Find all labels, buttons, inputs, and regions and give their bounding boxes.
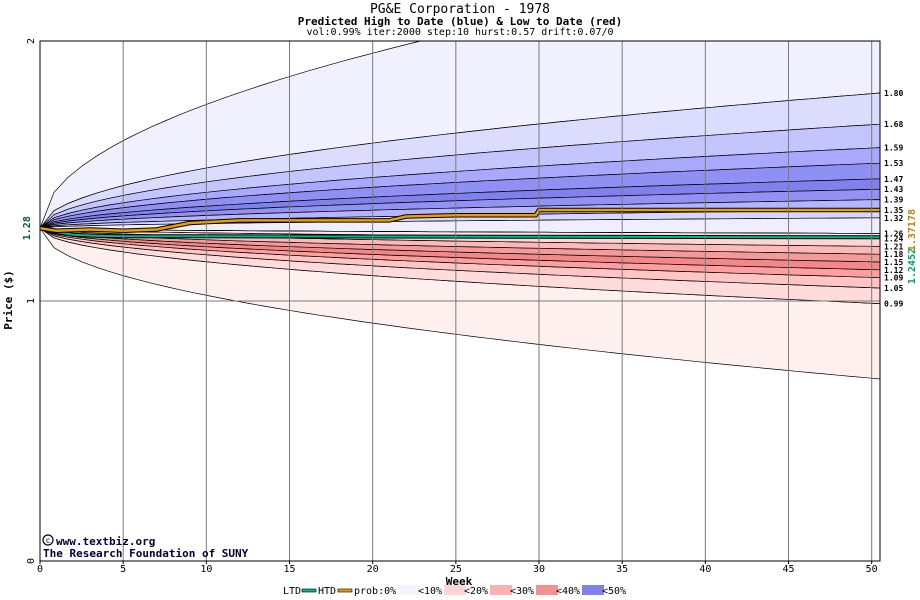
legend-swatch-2 — [490, 585, 512, 595]
x-tick-label: 40 — [699, 564, 711, 575]
right-band-label: 1.09 — [884, 274, 903, 283]
x-tick-label: 15 — [283, 564, 295, 575]
x-tick-label: 5 — [120, 564, 126, 575]
right-band-label: 1.21 — [884, 242, 903, 251]
right-band-label: 1.43 — [884, 185, 903, 194]
htd-series-line — [40, 208, 880, 233]
x-tick-label: 50 — [866, 564, 878, 575]
x-tick-label: 35 — [616, 564, 628, 575]
right-band-label: 1.24 — [884, 235, 903, 244]
x-tick-label: 0 — [37, 564, 43, 575]
right-band-label: 1.53 — [884, 159, 903, 168]
legend-ltd-swatch — [301, 588, 317, 593]
plot-frame — [39, 40, 881, 562]
x-tick-label: 25 — [450, 564, 462, 575]
right-band-label: 1.18 — [884, 250, 903, 259]
x-tick-label: 20 — [367, 564, 379, 575]
right-band-label: 0.99 — [884, 300, 903, 309]
right-band-label: 1.35 — [884, 206, 903, 215]
right-band-label: 1.26 — [884, 229, 903, 238]
ltd-final-value: 1.2452 — [907, 248, 918, 284]
y-tick-label: 0 — [26, 558, 37, 564]
x-axis-title: Week — [446, 575, 473, 588]
legend-item-label: <50% — [602, 586, 626, 597]
legend-htd-label: HTD — [318, 586, 336, 597]
chart-parameters: vol:0.99% iter:2000 step:10 hurst:0.57 d… — [306, 27, 614, 38]
bands-group — [40, 41, 880, 380]
y-tick-label: 2 — [26, 38, 37, 44]
legend-ltd-label: LTD — [283, 586, 301, 597]
right-band-label: 1.47 — [884, 175, 903, 184]
chart-title: PG&E Corporation - 1978 — [369, 2, 550, 17]
htd-final-value: 1.37178 — [907, 209, 918, 251]
right-band-label: 1.15 — [884, 258, 903, 267]
y-tick-label: 1 — [26, 298, 37, 304]
watermark-url: www.textbiz.org — [56, 535, 155, 548]
legend-item-label: <40% — [556, 586, 580, 597]
copyright-c: c — [46, 536, 51, 545]
right-band-label: 1.32 — [884, 214, 903, 223]
watermark-org: The Research Foundation of SUNY — [43, 547, 249, 560]
x-tick-label: 45 — [782, 564, 794, 575]
right-band-label: 1.12 — [884, 266, 903, 275]
legend-swatch-0 — [398, 585, 420, 595]
start-price-label: 1.28 — [22, 216, 33, 240]
copyright-symbol — [42, 534, 54, 546]
x-tick-label: 30 — [533, 564, 545, 575]
right-band-label: 1.68 — [884, 120, 903, 129]
y-axis-title: Price ($) — [2, 270, 15, 330]
right-band-label: 1.80 — [884, 89, 903, 98]
legend-swatch-1 — [444, 585, 466, 595]
legend: LTD HTD prob:0% <10% <20% <30% <40% <50% — [283, 585, 626, 597]
legend-swatch-4 — [582, 585, 604, 595]
right-band-label: 1.59 — [884, 144, 903, 153]
legend-item-label: <10% — [418, 586, 442, 597]
legend-prob-label: prob:0% — [354, 586, 396, 597]
legend-swatch-3 — [536, 585, 558, 595]
chart-subtitle: Predicted High to Date (blue) & Low to D… — [297, 15, 623, 28]
legend-item-label: <20% — [464, 586, 488, 597]
x-tick-label: 10 — [200, 564, 212, 575]
legend-htd-swatch — [337, 588, 353, 593]
right-band-label: 1.05 — [884, 284, 903, 293]
median-line — [40, 227, 880, 234]
right-band-label: 1.39 — [884, 196, 903, 205]
legend-item-label: <30% — [510, 586, 534, 597]
